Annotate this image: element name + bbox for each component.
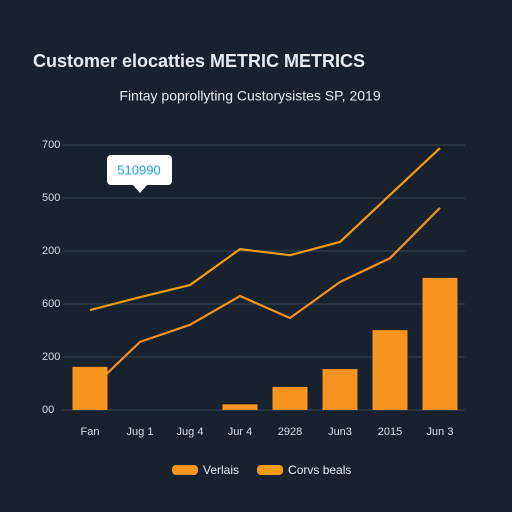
- x-tick-label: Jug 1: [127, 426, 154, 438]
- bar: [272, 386, 308, 410]
- legend-label: Verlais: [203, 463, 239, 477]
- x-tick-label: Jur 4: [228, 426, 252, 438]
- legend-label: Corvs beals: [288, 463, 351, 477]
- tooltip: 510990: [107, 155, 172, 193]
- tooltip-pointer: [133, 185, 147, 193]
- line: [89, 207, 441, 391]
- x-tick-label: 2928: [278, 426, 302, 438]
- x-tick-label: Jun 3: [427, 426, 454, 438]
- x-tick-label: Fan: [81, 426, 100, 438]
- bar: [322, 369, 358, 410]
- y-tick-label: 700: [42, 139, 60, 151]
- legend-swatch: [172, 465, 198, 475]
- bar: [372, 330, 408, 410]
- y-tick-label: 600: [42, 298, 60, 310]
- chart-subtitle: Fintay poprollyting Custorysistes SP, 20…: [119, 88, 380, 104]
- bar: [422, 277, 458, 410]
- legend-swatch: [257, 465, 284, 475]
- tooltip-box: [107, 155, 172, 185]
- x-tick-label: Jun3: [328, 426, 352, 438]
- y-tick-label: 200: [42, 351, 60, 363]
- bar: [222, 404, 258, 410]
- y-tick-label: 500: [42, 192, 60, 204]
- x-tick-label: 2015: [378, 426, 402, 438]
- y-tick-label: 200: [42, 245, 60, 257]
- y-tick-label: 00: [42, 404, 54, 416]
- tooltip-text: 510990: [117, 162, 160, 177]
- line: [89, 147, 441, 312]
- chart-title: Customer elocatties METRIC METRICS: [33, 51, 365, 71]
- x-tick-label: Jug 4: [177, 426, 204, 438]
